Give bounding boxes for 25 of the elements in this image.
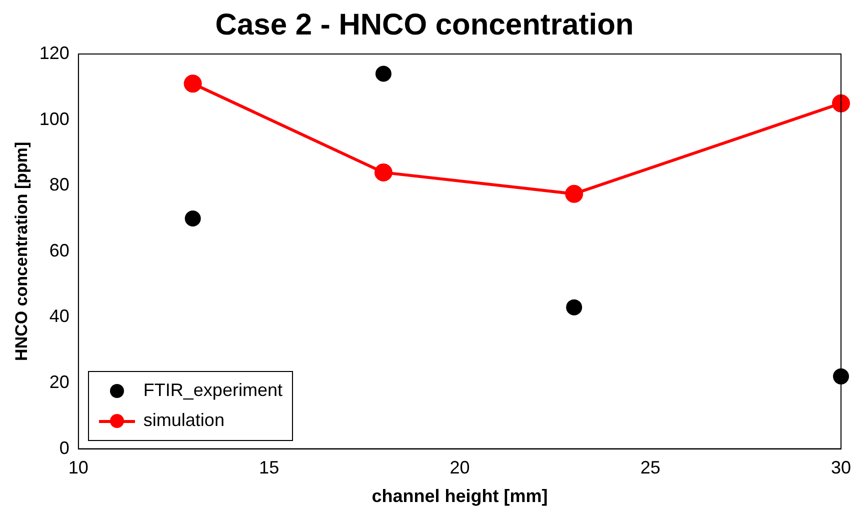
y-axis-title: HNCO concentration [ppm] xyxy=(12,142,31,361)
y-tick-label: 100 xyxy=(39,108,70,129)
x-tick-label: 20 xyxy=(450,458,470,478)
y-tick-label: 80 xyxy=(49,174,70,195)
x-axis-title: channel height [mm] xyxy=(372,486,548,506)
legend-label: FTIR_experiment xyxy=(143,380,282,402)
y-tick-label: 120 xyxy=(39,42,70,63)
y-tick-label: 40 xyxy=(49,306,70,326)
x-tick-label: 15 xyxy=(259,458,280,478)
point xyxy=(832,94,850,112)
point xyxy=(565,184,584,203)
point xyxy=(566,299,582,316)
legend-label: simulation xyxy=(143,410,224,432)
point xyxy=(374,163,392,182)
x-tick-label: 30 xyxy=(830,458,852,478)
point xyxy=(184,210,201,226)
point xyxy=(375,66,392,82)
x-tick-label: 10 xyxy=(68,458,88,478)
point xyxy=(184,74,202,93)
point xyxy=(833,368,849,384)
y-tick-label: 20 xyxy=(49,372,70,392)
y-tick-label: 60 xyxy=(49,240,70,260)
chart-title: Case 2 - HNCO concentration xyxy=(215,8,634,42)
x-tick-label: 25 xyxy=(640,458,660,478)
y-tick-label: 0 xyxy=(59,438,70,458)
